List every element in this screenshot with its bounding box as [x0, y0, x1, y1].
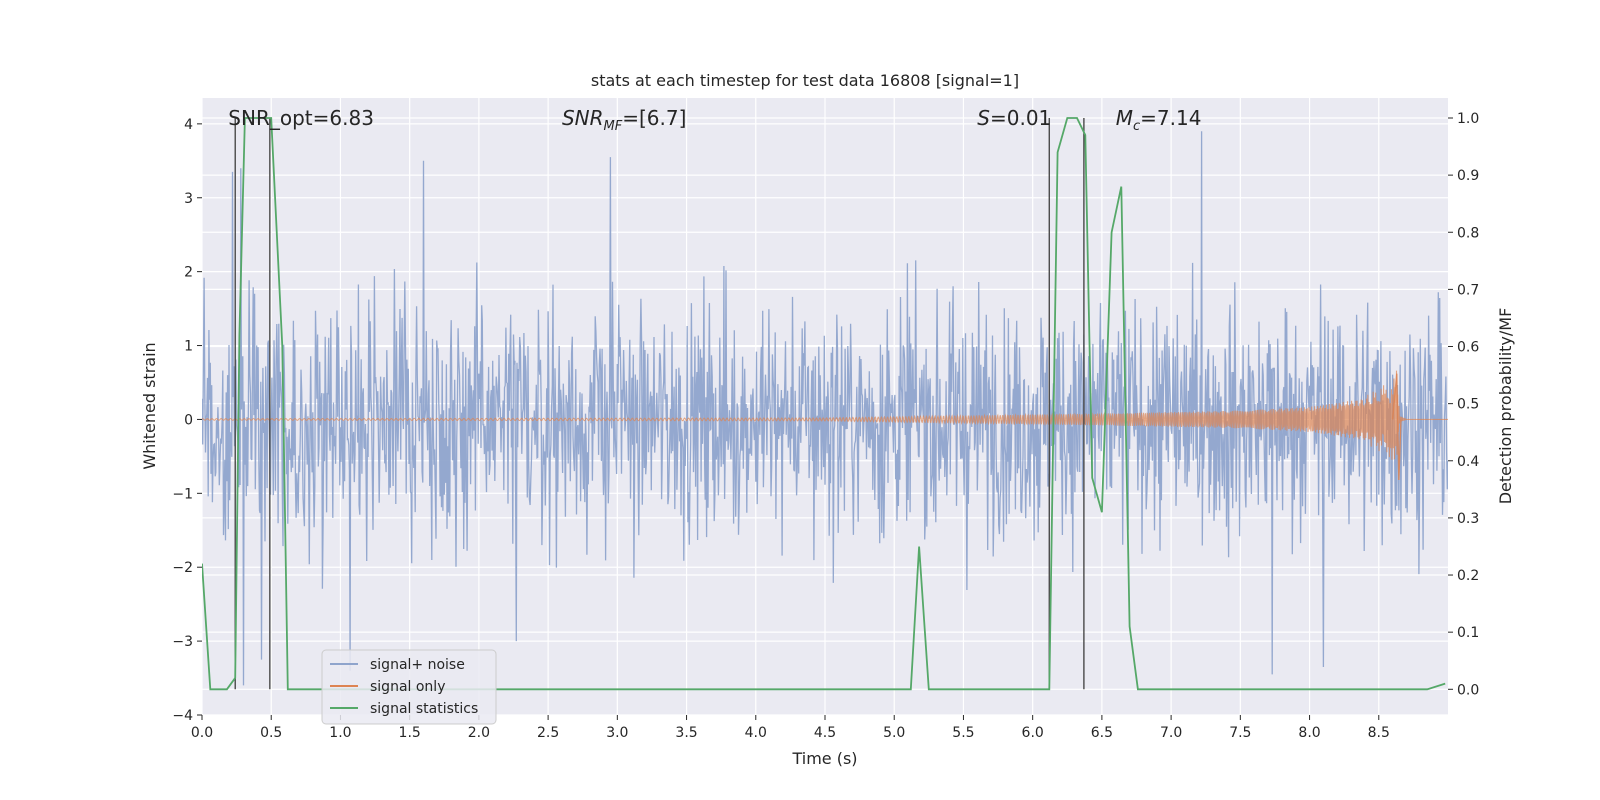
y-axis-label-right: Detection probability/MF — [1496, 308, 1515, 505]
series-signal-only — [202, 370, 1448, 481]
annotation-value: =7.14 — [1140, 106, 1201, 130]
x-tick-label: 8.0 — [1298, 725, 1320, 741]
annotation-value: =0.01 — [990, 106, 1051, 130]
y-right-tick-label: 0.5 — [1457, 397, 1479, 413]
x-tick-label: 2.5 — [537, 725, 559, 741]
chart-title: stats at each timestep for test data 168… — [591, 71, 1019, 90]
x-axis-label: Time (s) — [791, 749, 857, 768]
annotation-snr_opt: SNR_opt=6.83 — [228, 106, 374, 130]
x-tick-label: 3.5 — [675, 725, 697, 741]
legend: signal+ noise signal only signal statistic… — [321, 649, 497, 725]
legend-label: signal+ noise — [370, 657, 465, 673]
annotation-text: SNR_opt=6.83 — [228, 106, 374, 130]
y-right-tick-label: 1.0 — [1457, 111, 1479, 127]
y-axis-right: 1.0 0.9 0.8 0.7 0.6 0.5 0.4 0.3 0.2 0.1 0.0 — [1448, 111, 1479, 698]
x-tick-label: 1.0 — [329, 725, 351, 741]
y-left-tick-label: 2 — [184, 265, 193, 281]
x-tick-label: 1.5 — [399, 725, 421, 741]
x-tick-label: 4.5 — [814, 725, 836, 741]
x-tick-label: 0.0 — [191, 725, 213, 741]
x-axis: 0.0 0.5 1.0 1.5 2.0 2.5 3.0 3.5 4.0 4.5 5.0 5.5 6.0 6… — [191, 715, 1390, 741]
plot-area — [202, 117, 1448, 691]
x-tick-label: 6.5 — [1091, 725, 1113, 741]
x-tick-label: 8.5 — [1368, 725, 1390, 741]
legend-label: signal only — [370, 679, 445, 695]
annotation-subscript: MF — [604, 119, 623, 134]
annotation-text: SNR — [562, 106, 604, 130]
y-right-tick-label: 0.6 — [1457, 340, 1479, 356]
y-right-tick-label: 0.0 — [1457, 682, 1479, 698]
x-tick-label: 6.0 — [1022, 725, 1044, 741]
y-right-tick-label: 0.3 — [1457, 511, 1479, 527]
x-tick-label: 5.0 — [883, 725, 905, 741]
y-right-tick-label: 0.7 — [1457, 282, 1479, 298]
y-left-tick-label: −1 — [172, 486, 193, 502]
x-tick-label: 2.0 — [468, 725, 490, 741]
y-axis-label-left: Whitened strain — [140, 342, 159, 469]
line-signal-only — [202, 370, 1448, 460]
vertical-lines — [234, 117, 1085, 690]
x-tick-label: 7.5 — [1229, 725, 1251, 741]
signal-merger-spike — [1391, 373, 1402, 481]
y-right-tick-label: 0.2 — [1457, 568, 1479, 584]
y-left-tick-label: −4 — [172, 708, 193, 724]
annotation-value: =[6.7] — [622, 106, 686, 130]
annotation-text: S — [977, 106, 990, 130]
y-left-tick-label: 1 — [184, 339, 193, 355]
legend-label: signal statistics — [370, 701, 478, 717]
legend-box — [321, 649, 497, 725]
series-signal-statistics — [202, 117, 1446, 691]
annotation-subscript: c — [1133, 119, 1140, 134]
y-axis-left: 4 3 2 1 0 −1 −2 −3 −4 — [172, 117, 202, 724]
y-left-tick-label: 4 — [184, 117, 193, 133]
y-right-tick-label: 0.9 — [1457, 168, 1479, 184]
x-tick-label: 3.0 — [606, 725, 628, 741]
annotation-mc: Mc=7.14 — [1116, 106, 1202, 134]
y-left-tick-label: 3 — [184, 191, 193, 207]
x-tick-label: 4.0 — [745, 725, 767, 741]
annotation-snr_mf: SNRMF=[6.7] — [562, 106, 686, 134]
annotations: SNR_opt=6.83 SNRMF=[6.7] S=0.01 Mc=7.14 — [228, 106, 1201, 134]
y-left-tick-label: 0 — [184, 412, 193, 428]
annotation-text: M — [1116, 106, 1133, 130]
x-tick-label: 0.5 — [260, 725, 282, 741]
y-left-tick-label: −2 — [172, 560, 193, 576]
x-tick-label: 7.0 — [1160, 725, 1182, 741]
y-right-tick-label: 0.8 — [1457, 225, 1479, 241]
annotation-s: S=0.01 — [977, 106, 1051, 130]
y-right-tick-label: 0.4 — [1457, 454, 1479, 470]
y-right-tick-label: 0.1 — [1457, 625, 1479, 641]
x-tick-label: 5.5 — [952, 725, 974, 741]
y-left-tick-label: −3 — [172, 634, 193, 650]
line-signal-statistics — [202, 117, 1446, 691]
